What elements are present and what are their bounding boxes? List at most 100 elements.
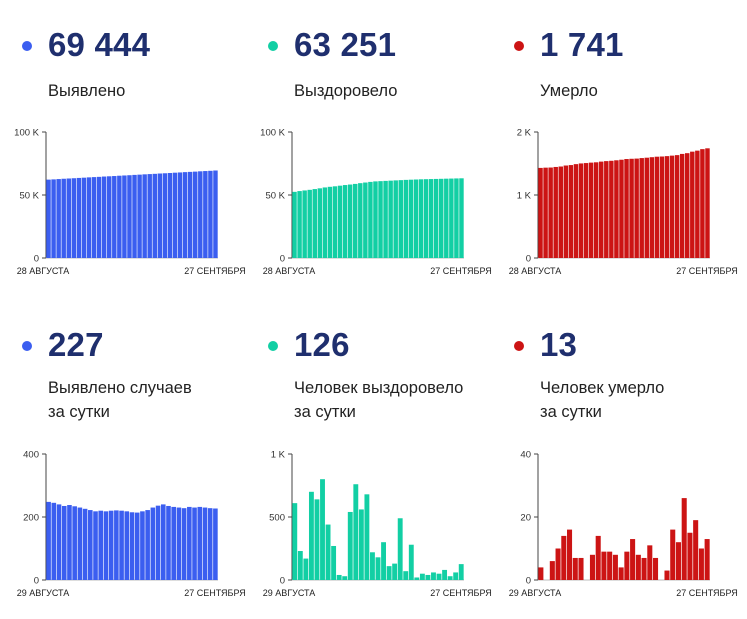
bar	[555, 548, 561, 580]
bar	[101, 176, 107, 258]
bar	[197, 506, 203, 580]
bar	[76, 177, 82, 258]
bar	[77, 507, 83, 580]
bar	[436, 573, 442, 580]
bar	[314, 499, 320, 580]
bar	[61, 505, 67, 580]
bar	[675, 542, 681, 580]
recovered-daily-label-line1: Человек выздоровело	[294, 379, 464, 397]
bar	[644, 157, 649, 258]
y-tick-label: 0	[34, 254, 39, 265]
bar	[347, 511, 353, 580]
bar	[56, 179, 61, 258]
bar	[378, 181, 383, 258]
bar	[413, 179, 419, 258]
bar	[419, 573, 425, 580]
bar	[599, 161, 604, 258]
bar	[172, 172, 178, 258]
bar	[659, 156, 665, 258]
bar	[51, 179, 56, 258]
chart-died-daily: 0 20 40 29 АВГУСТА 27 СЕНТЯБРЯ	[509, 450, 738, 599]
recovered-daily-number: 126	[294, 326, 350, 363]
bar	[567, 529, 573, 580]
bar	[543, 167, 548, 258]
bar	[152, 173, 157, 258]
bar	[187, 171, 193, 258]
bar	[213, 508, 218, 580]
bar	[568, 165, 574, 258]
bar	[561, 535, 567, 580]
bar	[454, 178, 459, 258]
bar	[364, 494, 370, 580]
bar	[453, 572, 459, 580]
x-tick-label-start: 29 АВГУСТА	[17, 588, 70, 598]
bar	[548, 167, 553, 258]
bar	[112, 176, 117, 258]
bar	[414, 577, 420, 580]
bar	[630, 539, 636, 580]
bar	[124, 511, 130, 580]
bar	[685, 153, 690, 258]
bar	[358, 183, 363, 258]
chart-died-total: 0 1 K 2 K 28 АВГУСТА 27 СЕНТЯБРЯ	[509, 128, 738, 277]
died-daily-dot-icon	[514, 341, 524, 351]
bar	[96, 176, 102, 258]
chart-detected-total: 0 50 K 100 K 28 АВГУСТА 27 СЕНТЯБРЯ	[14, 128, 246, 277]
bar	[383, 180, 388, 258]
bar	[336, 574, 342, 580]
bar	[403, 571, 409, 580]
bar	[147, 174, 152, 258]
bar	[193, 171, 198, 258]
bar	[375, 557, 381, 580]
bar	[332, 186, 338, 258]
bar	[167, 173, 173, 258]
bar	[549, 561, 555, 580]
bar	[695, 150, 700, 258]
bar	[117, 175, 122, 258]
y-tick-label: 0	[34, 576, 39, 587]
detected-daily-label-line2: за сутки	[48, 403, 110, 421]
x-tick-label-start: 28 АВГУСТА	[263, 266, 316, 276]
bar	[67, 505, 72, 580]
bar	[177, 172, 183, 258]
bar	[563, 165, 569, 258]
bar	[439, 178, 444, 258]
bar	[91, 177, 97, 258]
x-tick-label-end: 27 СЕНТЯБРЯ	[184, 266, 246, 276]
bar	[458, 564, 464, 580]
bar	[669, 155, 675, 259]
bar	[181, 508, 187, 580]
x-tick-label-start: 29 АВГУСТА	[263, 588, 316, 598]
bar	[588, 162, 594, 258]
bar	[157, 173, 163, 258]
bar	[297, 551, 303, 580]
x-tick-label-end: 27 СЕНТЯБРЯ	[676, 266, 738, 276]
bar	[693, 520, 699, 580]
bar	[312, 189, 317, 258]
died-daily-label-line1: Человек умерло	[540, 379, 665, 397]
bar	[71, 178, 77, 258]
detected-daily-number: 227	[48, 326, 104, 363]
bar	[583, 163, 589, 258]
bar	[388, 180, 393, 258]
bar	[704, 539, 710, 580]
bar	[558, 166, 563, 258]
bar	[593, 162, 599, 258]
bar	[132, 174, 137, 258]
bar	[653, 557, 659, 580]
y-tick-label: 0	[280, 576, 285, 587]
bar	[393, 180, 398, 258]
x-tick-label-start: 28 АВГУСТА	[17, 266, 70, 276]
bar	[103, 511, 109, 580]
bar	[386, 566, 392, 580]
bar	[639, 158, 644, 258]
bar	[418, 179, 424, 258]
bar	[150, 507, 156, 580]
bar	[137, 174, 142, 258]
detected-total-label: Выявлено	[48, 82, 126, 100]
bar	[303, 558, 309, 580]
bar	[86, 177, 92, 258]
bar	[166, 505, 171, 580]
bar	[624, 551, 630, 580]
bar	[624, 159, 629, 258]
